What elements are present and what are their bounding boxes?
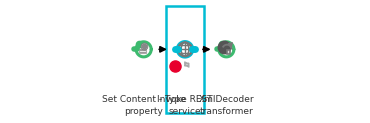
FancyBboxPatch shape: [166, 6, 204, 113]
FancyBboxPatch shape: [227, 50, 231, 54]
Text: XmlDecoder
transformer: XmlDecoder transformer: [199, 95, 254, 116]
Text: Set Content - Type
property: Set Content - Type property: [102, 95, 185, 116]
FancyBboxPatch shape: [139, 45, 146, 53]
Text: Invoke REST
service: Invoke REST service: [157, 95, 213, 116]
